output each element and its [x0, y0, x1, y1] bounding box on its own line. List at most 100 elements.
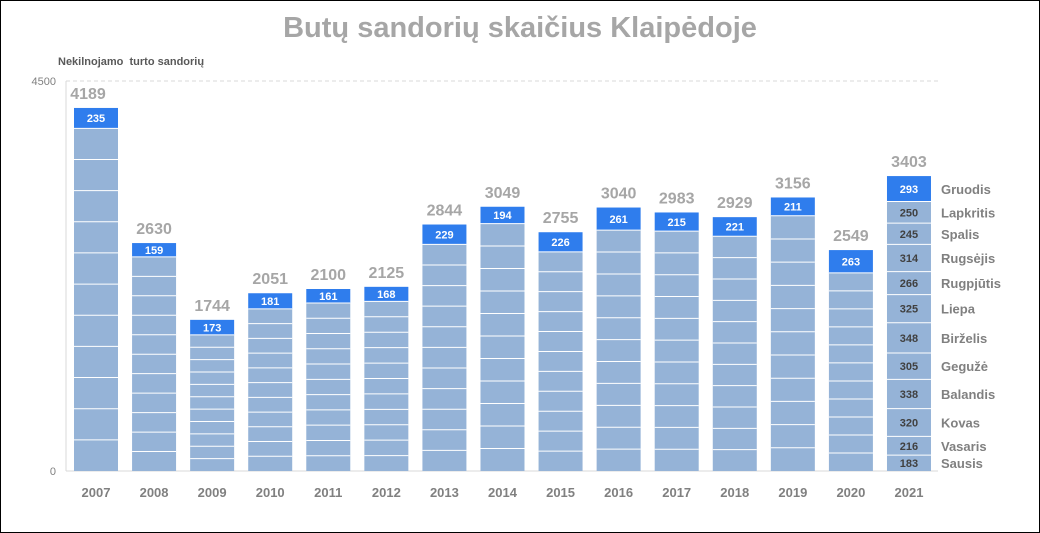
- december-value-label-2009: 173: [203, 322, 221, 334]
- bar-months-2007: [74, 128, 118, 471]
- bar-months-2019: [770, 215, 815, 471]
- x-tick-label-2021: 2021: [895, 485, 924, 500]
- month-name-label-5: Gegužė: [941, 359, 988, 374]
- december-value-label-2021: 293: [900, 184, 918, 196]
- x-tick-label-2014: 2014: [488, 485, 518, 500]
- bar-december-2012: [364, 286, 409, 302]
- month-name-label-11: Lapkritis: [941, 205, 995, 220]
- total-label-2015: 2755: [543, 210, 579, 227]
- month-value-label-2021: 325: [900, 304, 918, 316]
- month-value-label-2021: 338: [900, 389, 918, 401]
- month-value-label-2021: 245: [900, 229, 918, 241]
- month-value-label-2021: 348: [900, 333, 918, 345]
- x-tick-label-2017: 2017: [662, 485, 691, 500]
- x-tick-label-2011: 2011: [314, 485, 342, 500]
- december-value-label-2008: 159: [145, 245, 163, 257]
- bar-december-2013: [422, 224, 467, 245]
- x-tick-label-2020: 2020: [836, 485, 865, 500]
- month-value-label-2021: 320: [900, 418, 918, 430]
- bar-december-2020: [828, 250, 873, 273]
- bar-december-2016: [596, 207, 641, 231]
- total-label-2007: 4189: [70, 86, 106, 103]
- chart-title: Butų sandorių skaičius Klaipėdoje: [283, 12, 757, 44]
- december-value-label-2012: 168: [377, 289, 395, 301]
- total-label-2013: 2844: [427, 203, 463, 220]
- bar-months-2013: [422, 244, 467, 471]
- y-tick-label-0: 0: [50, 466, 56, 478]
- bar-months-2017: [654, 231, 699, 471]
- december-value-label-2011: 161: [319, 291, 337, 303]
- x-tick-label-2008: 2008: [140, 485, 169, 500]
- x-tick-label-2007: 2007: [82, 485, 111, 500]
- x-tick-label-2010: 2010: [256, 485, 285, 500]
- month-value-label-2021: 314: [900, 253, 919, 265]
- x-tick-label-2013: 2013: [430, 485, 459, 500]
- month-name-label-1: Sausis: [941, 456, 983, 471]
- bar-months-2021: [886, 201, 931, 471]
- total-label-2019: 3156: [775, 175, 811, 192]
- month-name-label-9: Rugsėjis: [941, 251, 995, 266]
- bar-months-2018: [712, 236, 757, 471]
- total-label-2017: 2983: [659, 190, 695, 207]
- total-label-2012: 2125: [369, 265, 405, 282]
- december-value-label-2010: 181: [261, 296, 279, 308]
- december-value-label-2014: 194: [493, 210, 512, 222]
- total-label-2014: 3049: [485, 185, 521, 202]
- bar-december-2007: [74, 107, 118, 129]
- december-value-label-2020: 263: [842, 256, 860, 268]
- december-value-label-2013: 229: [435, 229, 453, 241]
- december-value-label-2007: 235: [87, 113, 105, 125]
- month-name-label-8: Rugpjūtis: [941, 276, 1001, 291]
- bar-december-2018: [712, 217, 757, 237]
- bar-months-2020: [828, 272, 873, 471]
- month-value-label-2021: 266: [900, 278, 918, 290]
- y-axis-label: Nekilnojamo turto sandorių: [58, 56, 205, 68]
- x-tick-label-2012: 2012: [372, 485, 401, 500]
- december-value-label-2019: 211: [784, 202, 802, 214]
- total-label-2010: 2051: [252, 271, 288, 288]
- month-name-label-6: Birželis: [941, 331, 987, 346]
- bar-months-2008: [132, 256, 177, 471]
- y-tick-label-1: 4500: [32, 76, 56, 88]
- total-label-2021: 3403: [891, 154, 927, 171]
- x-tick-label-2009: 2009: [198, 485, 227, 500]
- bar-months-2009: [190, 334, 235, 471]
- month-name-label-7: Liepa: [941, 302, 976, 317]
- total-label-2016: 3040: [601, 186, 637, 203]
- month-name-label-12: Gruodis: [941, 182, 991, 197]
- bar-december-2021: [886, 176, 931, 202]
- total-label-2011: 2100: [310, 267, 346, 284]
- bar-months-2016: [596, 230, 641, 471]
- december-value-label-2017: 215: [668, 217, 686, 229]
- month-value-label-2021: 183: [900, 458, 918, 470]
- x-tick-label-2018: 2018: [720, 485, 749, 500]
- total-label-2018: 2929: [717, 195, 753, 212]
- bar-december-2008: [132, 243, 177, 257]
- total-label-2008: 2630: [136, 221, 172, 238]
- month-value-label-2021: 250: [900, 207, 918, 219]
- bar-december-2015: [538, 232, 583, 252]
- bar-months-2011: [306, 302, 351, 471]
- month-value-label-2021: 305: [900, 361, 918, 373]
- bar-december-2017: [654, 212, 699, 232]
- december-value-label-2018: 221: [726, 222, 744, 234]
- total-label-2020: 2549: [833, 228, 869, 245]
- x-tick-label-2016: 2016: [604, 485, 633, 500]
- month-name-label-2: Vasaris: [941, 439, 987, 454]
- december-value-label-2016: 261: [609, 214, 627, 226]
- x-tick-label-2019: 2019: [778, 485, 807, 500]
- bar-december-2009: [190, 319, 235, 335]
- bar-december-2014: [480, 206, 525, 224]
- december-value-label-2015: 226: [551, 237, 569, 249]
- month-value-label-2021: 216: [900, 441, 918, 453]
- x-tick-label-2015: 2015: [546, 485, 575, 500]
- total-label-2009: 1744: [194, 298, 230, 315]
- month-name-label-10: Spalis: [941, 227, 979, 242]
- bar-december-2019: [770, 197, 815, 216]
- bar-months-2015: [538, 251, 583, 471]
- month-name-label-3: Kovas: [941, 416, 980, 431]
- bar-december-2011: [306, 289, 351, 303]
- bar-december-2010: [248, 293, 293, 309]
- month-name-label-4: Balandis: [941, 387, 995, 402]
